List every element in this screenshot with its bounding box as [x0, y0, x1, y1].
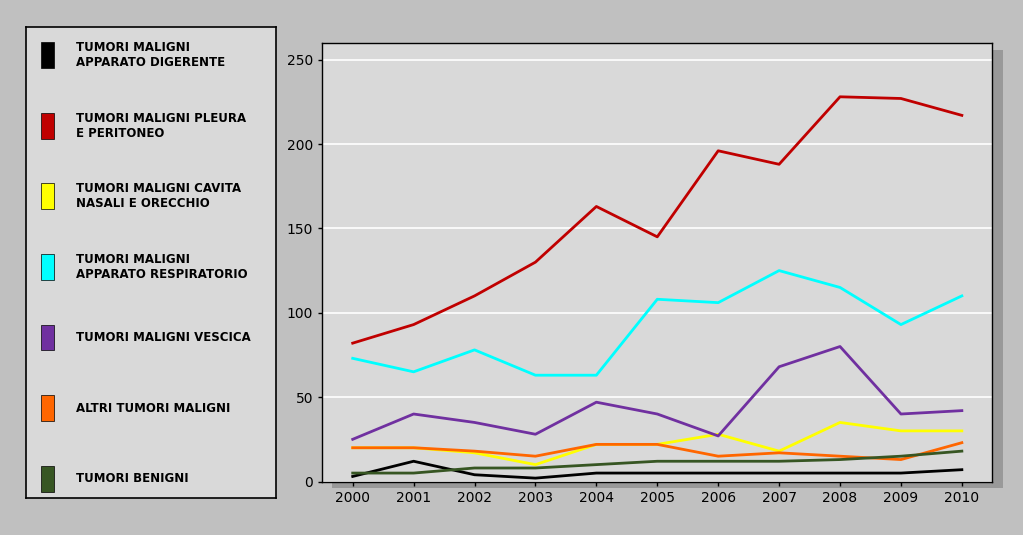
Bar — [41, 325, 54, 350]
Bar — [41, 466, 54, 492]
Bar — [41, 254, 54, 280]
Text: TUMORI MALIGNI PLEURA
E PERITONEO: TUMORI MALIGNI PLEURA E PERITONEO — [76, 112, 246, 140]
Bar — [41, 184, 54, 209]
Text: ALTRI TUMORI MALIGNI: ALTRI TUMORI MALIGNI — [76, 402, 230, 415]
Text: TUMORI MALIGNI
APPARATO RESPIRATORIO: TUMORI MALIGNI APPARATO RESPIRATORIO — [76, 253, 248, 281]
Text: TUMORI MALIGNI VESCICA: TUMORI MALIGNI VESCICA — [76, 331, 251, 344]
Bar — [41, 395, 54, 421]
Bar — [41, 113, 54, 139]
Text: TUMORI BENIGNI: TUMORI BENIGNI — [76, 472, 188, 485]
Bar — [41, 42, 54, 68]
Text: TUMORI MALIGNI
APPARATO DIGERENTE: TUMORI MALIGNI APPARATO DIGERENTE — [76, 41, 225, 69]
Text: TUMORI MALIGNI CAVITA
NASALI E ORECCHIO: TUMORI MALIGNI CAVITA NASALI E ORECCHIO — [76, 182, 240, 210]
